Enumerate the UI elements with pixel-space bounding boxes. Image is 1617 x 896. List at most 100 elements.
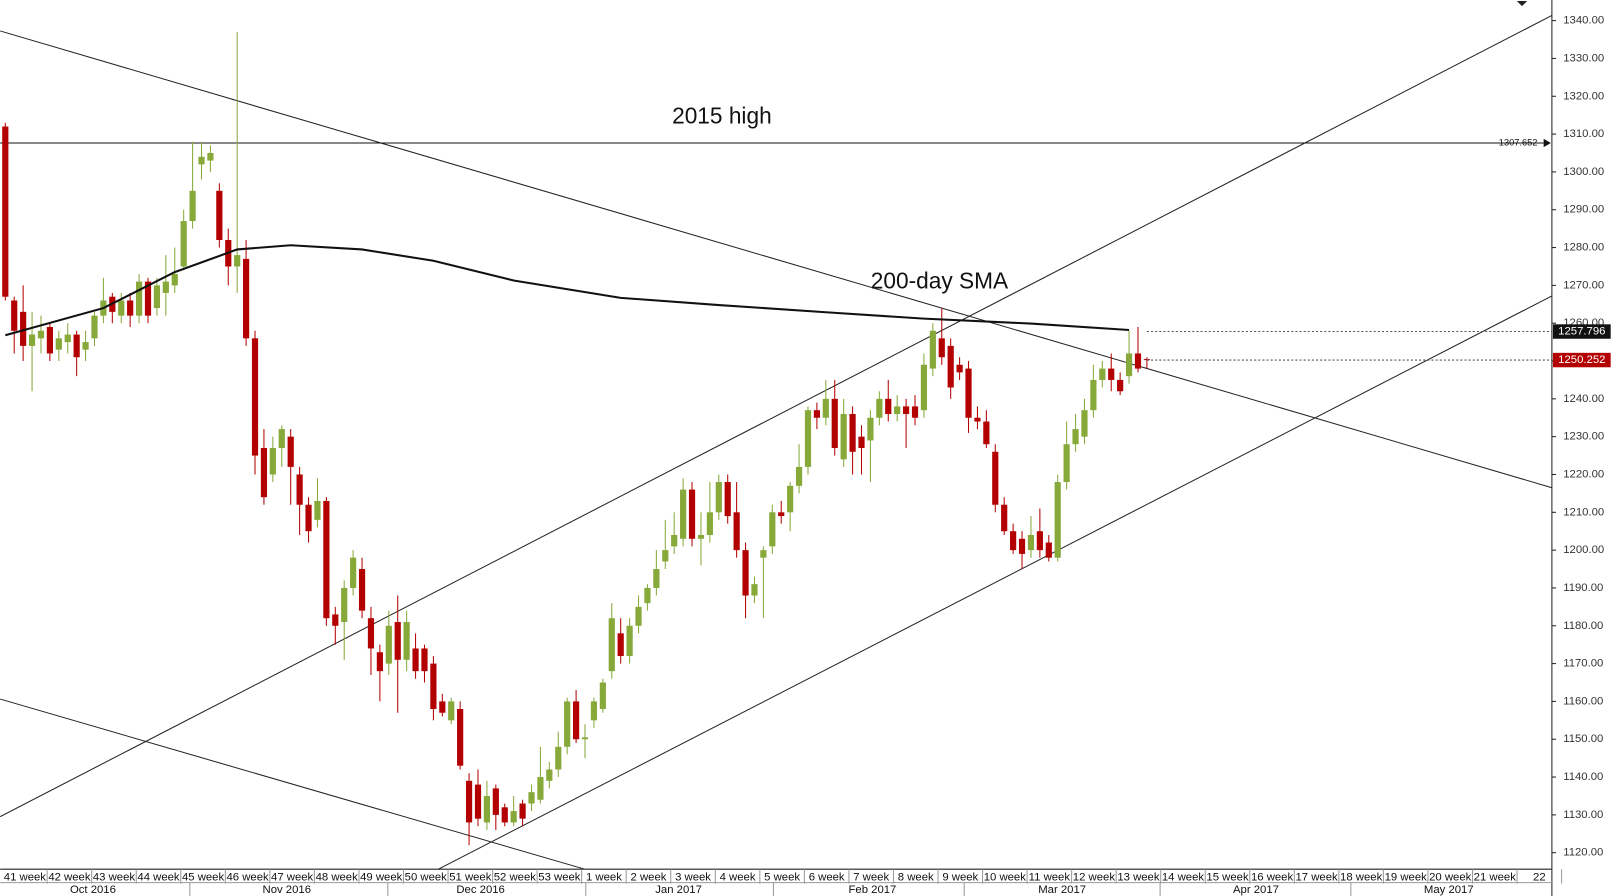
- week-label: 2 week: [631, 871, 667, 883]
- candle-body: [885, 398, 892, 414]
- candle-body: [64, 334, 71, 343]
- candle-body: [662, 550, 669, 562]
- week-label: 10 week: [984, 871, 1027, 883]
- candle-body: [296, 474, 303, 505]
- candle-body: [947, 345, 954, 388]
- candle-body: [11, 300, 18, 331]
- candle-body: [260, 448, 268, 498]
- candle-body: [1099, 368, 1106, 380]
- candle-body: [332, 614, 339, 626]
- candle-body: [251, 338, 259, 456]
- candle-body: [91, 315, 98, 339]
- candle-body: [1036, 531, 1043, 551]
- candle-body: [724, 482, 731, 517]
- candle-body: [742, 550, 749, 596]
- month-label: Jan 2017: [655, 884, 702, 896]
- candle-body: [992, 451, 999, 505]
- week-label: 47 week: [271, 871, 314, 883]
- week-label: 11 week: [1029, 871, 1071, 883]
- candle-body: [956, 364, 963, 373]
- week-label: 22: [1533, 871, 1546, 883]
- candle-body: [688, 489, 696, 539]
- candle-body: [644, 587, 651, 604]
- candle-body: [1117, 379, 1124, 392]
- candle-body: [555, 746, 562, 770]
- candle-body: [599, 682, 606, 709]
- week-label: 21 week: [1474, 871, 1517, 883]
- candle-body: [858, 436, 865, 449]
- week-label: 16 week: [1251, 871, 1294, 883]
- candle-body: [653, 569, 660, 588]
- candle-body: [127, 300, 134, 316]
- candle-body: [394, 621, 401, 660]
- week-label: 41 week: [4, 871, 47, 883]
- y-tick-label: 1170.00: [1563, 658, 1603, 670]
- candle-body: [73, 334, 80, 358]
- y-tick-label: 1120.00: [1563, 847, 1603, 859]
- candle-body: [1001, 504, 1008, 532]
- candle-body: [269, 448, 276, 475]
- menu-arrow[interactable]: [1516, 1, 1528, 7]
- candle-body: [965, 368, 972, 418]
- candle-body: [929, 330, 936, 369]
- candle-body: [1072, 429, 1079, 445]
- candle-body: [573, 701, 580, 740]
- candle-body: [974, 417, 981, 422]
- y-tick-label: 1180.00: [1563, 620, 1603, 632]
- week-label: 7 week: [853, 871, 889, 883]
- candle-body: [635, 606, 642, 626]
- candle-body: [1081, 410, 1088, 437]
- y-tick-label: 1160.00: [1563, 695, 1603, 707]
- candle-body: [519, 803, 526, 819]
- week-label: 20 week: [1429, 871, 1472, 883]
- week-label: 46 week: [226, 871, 269, 883]
- week-label: 52 week: [494, 871, 537, 883]
- candle-body: [804, 410, 812, 467]
- candle-body: [358, 569, 366, 611]
- week-label: 19 week: [1385, 871, 1428, 883]
- week-label: 9 week: [942, 871, 978, 883]
- month-label: May 2017: [1424, 884, 1474, 896]
- candle-body: [2, 126, 9, 297]
- candle-body: [617, 633, 624, 657]
- candle-body: [55, 338, 62, 350]
- candle-body: [403, 621, 410, 660]
- candle-body: [430, 663, 437, 709]
- y-tick-label: 1320.00: [1563, 90, 1604, 102]
- trend-line: [0, 30, 1553, 489]
- week-label: 48 week: [316, 871, 359, 883]
- y-tick-label: 1280.00: [1563, 242, 1604, 254]
- month-label: Apr 2017: [1233, 884, 1279, 896]
- candle-body: [20, 311, 27, 346]
- candle-body: [314, 500, 321, 520]
- candle-body: [822, 398, 829, 418]
- week-label: 14 week: [1162, 871, 1205, 883]
- week-label: 1 week: [586, 871, 622, 883]
- month-label: Feb 2017: [848, 884, 896, 896]
- candle-body: [983, 421, 990, 445]
- candle-body: [1090, 379, 1097, 411]
- candle-body: [769, 512, 776, 547]
- candle-body: [207, 152, 214, 161]
- candle-body: [465, 780, 473, 823]
- candle-body: [1108, 368, 1115, 380]
- y-tick-label: 1230.00: [1563, 431, 1604, 443]
- candle-body: [135, 281, 143, 316]
- candle-body: [938, 338, 945, 358]
- candle-body: [706, 512, 713, 535]
- candle-body: [367, 618, 375, 649]
- candle-body: [876, 398, 883, 418]
- candle-body: [787, 485, 794, 513]
- candle-body: [1018, 538, 1026, 554]
- candle-body: [1054, 482, 1061, 558]
- candle-body: [831, 398, 838, 449]
- candle-body: [421, 648, 428, 672]
- candle-body: [243, 258, 250, 339]
- candle-body: [626, 625, 633, 657]
- candle-body: [350, 557, 357, 588]
- candle-body: [590, 701, 598, 721]
- candle-body: [1027, 534, 1035, 551]
- candle-body: [412, 648, 419, 672]
- candle-body: [305, 504, 312, 532]
